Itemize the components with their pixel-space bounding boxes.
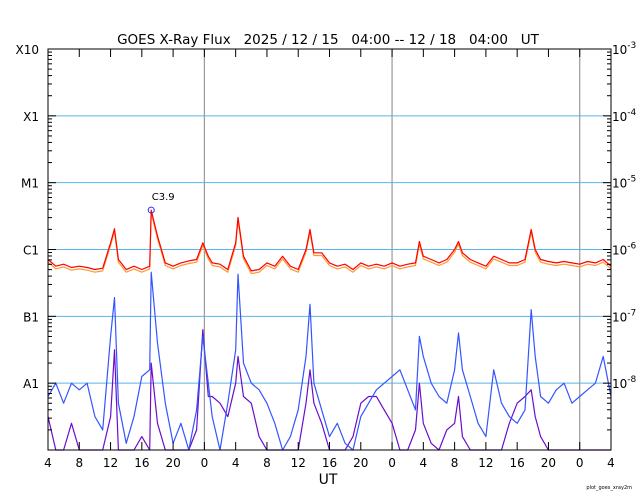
left-axis-label: M1 (21, 177, 39, 191)
x-tick-label: 12 (478, 456, 493, 470)
peak-marker (147, 206, 155, 214)
right-axis-exponent: -4 (627, 108, 636, 118)
peak-annotation-label: C3.9 (152, 192, 175, 203)
right-axis-exponent: -7 (627, 308, 636, 318)
right-axis-base: 10 (612, 377, 627, 391)
x-tick-label: 4 (232, 456, 240, 470)
right-axis-exponent: -6 (627, 242, 636, 252)
x-tick-label: 16 (322, 456, 337, 470)
x-tick-label: 12 (291, 456, 306, 470)
right-axis-exponent: -8 (627, 375, 636, 385)
right-axis-base: 10 (612, 244, 627, 258)
x-tick-label: 20 (165, 456, 180, 470)
x-tick-label: 16 (510, 456, 525, 470)
x-tick-label: 4 (607, 456, 615, 470)
right-axis-label: 10-4 (612, 108, 637, 124)
x-tick-label: 8 (451, 456, 459, 470)
left-axis-label: X1 (23, 110, 39, 124)
series-line-short-secondary (47, 329, 611, 451)
right-axis-base: 10 (612, 110, 627, 124)
x-tick-label: 8 (263, 456, 271, 470)
x-tick-label: 12 (103, 456, 118, 470)
x-tick-label: 8 (75, 456, 83, 470)
left-axis-label: B1 (23, 310, 39, 324)
series-lines (47, 209, 612, 451)
right-axis-label: 10-3 (612, 41, 636, 57)
right-axis-label: 10-8 (612, 375, 637, 391)
chart-title: GOES X-Ray Flux 2025 / 12 / 15 04:00 -- … (117, 32, 540, 48)
right-axis-base: 10 (612, 310, 627, 324)
x-tick-label: 4 (420, 456, 428, 470)
x-axis-label: UT (319, 472, 338, 488)
x-tick-label: 16 (134, 456, 149, 470)
right-axis-label: 10-5 (612, 175, 636, 191)
axes: X10 X1 M1 C1 B1 A1 4 8 12 16 20 0 4 8 12 16 20 0 4 8 12 16 20 0… (16, 41, 637, 470)
x-tick-label: 0 (388, 456, 396, 470)
series-line-long-secondary (47, 212, 612, 275)
left-axis-label: A1 (23, 377, 39, 391)
right-axis-label: 10-7 (612, 308, 636, 324)
right-axis-base: 10 (612, 177, 627, 191)
right-axis-base: 10 (612, 43, 627, 57)
x-tick-label: 0 (576, 456, 584, 470)
x-tick-label: 0 (201, 456, 209, 470)
left-axis-label: C1 (23, 244, 39, 258)
right-axis-label: 10-6 (612, 242, 637, 258)
footer-label: plot_goes_xray2m (586, 485, 632, 491)
x-tick-label: 20 (353, 456, 368, 470)
right-axis-exponent: -5 (627, 175, 636, 185)
series-line-short-primary (47, 271, 612, 451)
series-line-long-primary (47, 209, 612, 272)
right-axis-exponent: -3 (627, 41, 636, 51)
x-tick-label: 4 (44, 456, 52, 470)
x-tick-label: 20 (541, 456, 556, 470)
left-axis-label: X10 (16, 43, 40, 57)
